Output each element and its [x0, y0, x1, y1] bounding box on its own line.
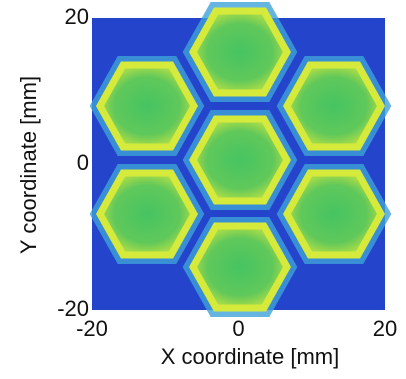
- x-tick-label: 0: [232, 316, 244, 341]
- x-axis-label: X coordinate [mm]: [161, 344, 340, 369]
- y-axis-label: Y coordinate [mm]: [16, 76, 41, 254]
- chart: X coordinate [mm] Y coordinate [mm] -20 0…: [0, 0, 406, 379]
- y-tick-label: -20: [57, 296, 89, 321]
- x-tick-label: 20: [373, 316, 397, 341]
- y-tick-label: 20: [65, 4, 89, 29]
- y-tick-label: 0: [77, 150, 89, 175]
